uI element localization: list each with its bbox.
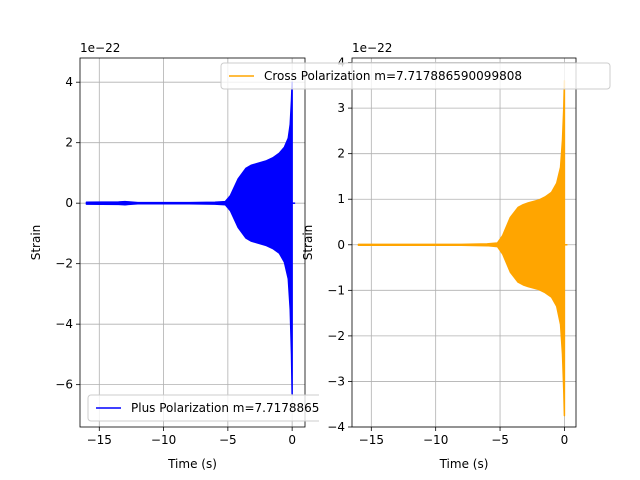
y-tick-label: −4: [55, 317, 73, 331]
right-subplot: −15−10−50−4−3−2−101234Time (s)Strain1e−2…: [220, 41, 611, 471]
y-tick-label: 3: [337, 101, 345, 115]
y-tick-label: −2: [327, 329, 345, 343]
y-tick-label: −6: [55, 378, 73, 392]
series-layer: [357, 80, 568, 417]
x-tick-label: −5: [491, 433, 509, 447]
y-offset-label: 1e−22: [80, 41, 120, 55]
x-tick-label: −5: [219, 433, 237, 447]
x-tick-label: −10: [151, 433, 176, 447]
legend-frame: [87, 394, 319, 422]
x-tick-label: 0: [561, 433, 569, 447]
waveform-series: [357, 80, 566, 417]
x-axis-label: Time (s): [167, 457, 217, 471]
series-layer: [85, 81, 296, 395]
y-tick-label: 2: [65, 136, 73, 150]
y-tick-label: 2: [337, 147, 345, 161]
legend-label: Plus Polarization m=7.71788659: [131, 401, 327, 415]
y-tick-label: −4: [327, 420, 345, 434]
waveform-series: [85, 81, 293, 395]
legend-label: Cross Polarization m=7.717886590099808: [264, 69, 522, 83]
y-tick-label: −1: [327, 283, 345, 297]
y-axis-label: Strain: [301, 225, 315, 261]
axes-frame: [351, 57, 577, 428]
legend-frame: [220, 62, 611, 90]
y-tick-label: 1: [337, 192, 345, 206]
y-axis-label: Strain: [29, 225, 43, 261]
legend: Cross Polarization m=7.717886590099808: [220, 62, 611, 90]
x-axis-label: Time (s): [439, 457, 489, 471]
y-tick-label: −3: [327, 374, 345, 388]
y-tick-label: 4: [65, 75, 73, 89]
legend: Plus Polarization m=7.71788659: [87, 394, 327, 422]
y-tick-label: 0: [337, 238, 345, 252]
y-tick-label: 0: [65, 196, 73, 210]
x-tick-label: 0: [288, 433, 296, 447]
axes-frame: [79, 57, 306, 428]
x-tick-label: −10: [423, 433, 448, 447]
x-tick-label: −15: [359, 433, 384, 447]
left-subplot: −15 −10 −5 0 −6 −4 −2 0 2 4 Time (s) Strain 1e−22 Plu…: [29, 41, 327, 471]
y-tick-label: −2: [55, 257, 73, 271]
y-offset-label: 1e−22: [352, 41, 392, 55]
x-tick-label: −15: [87, 433, 112, 447]
